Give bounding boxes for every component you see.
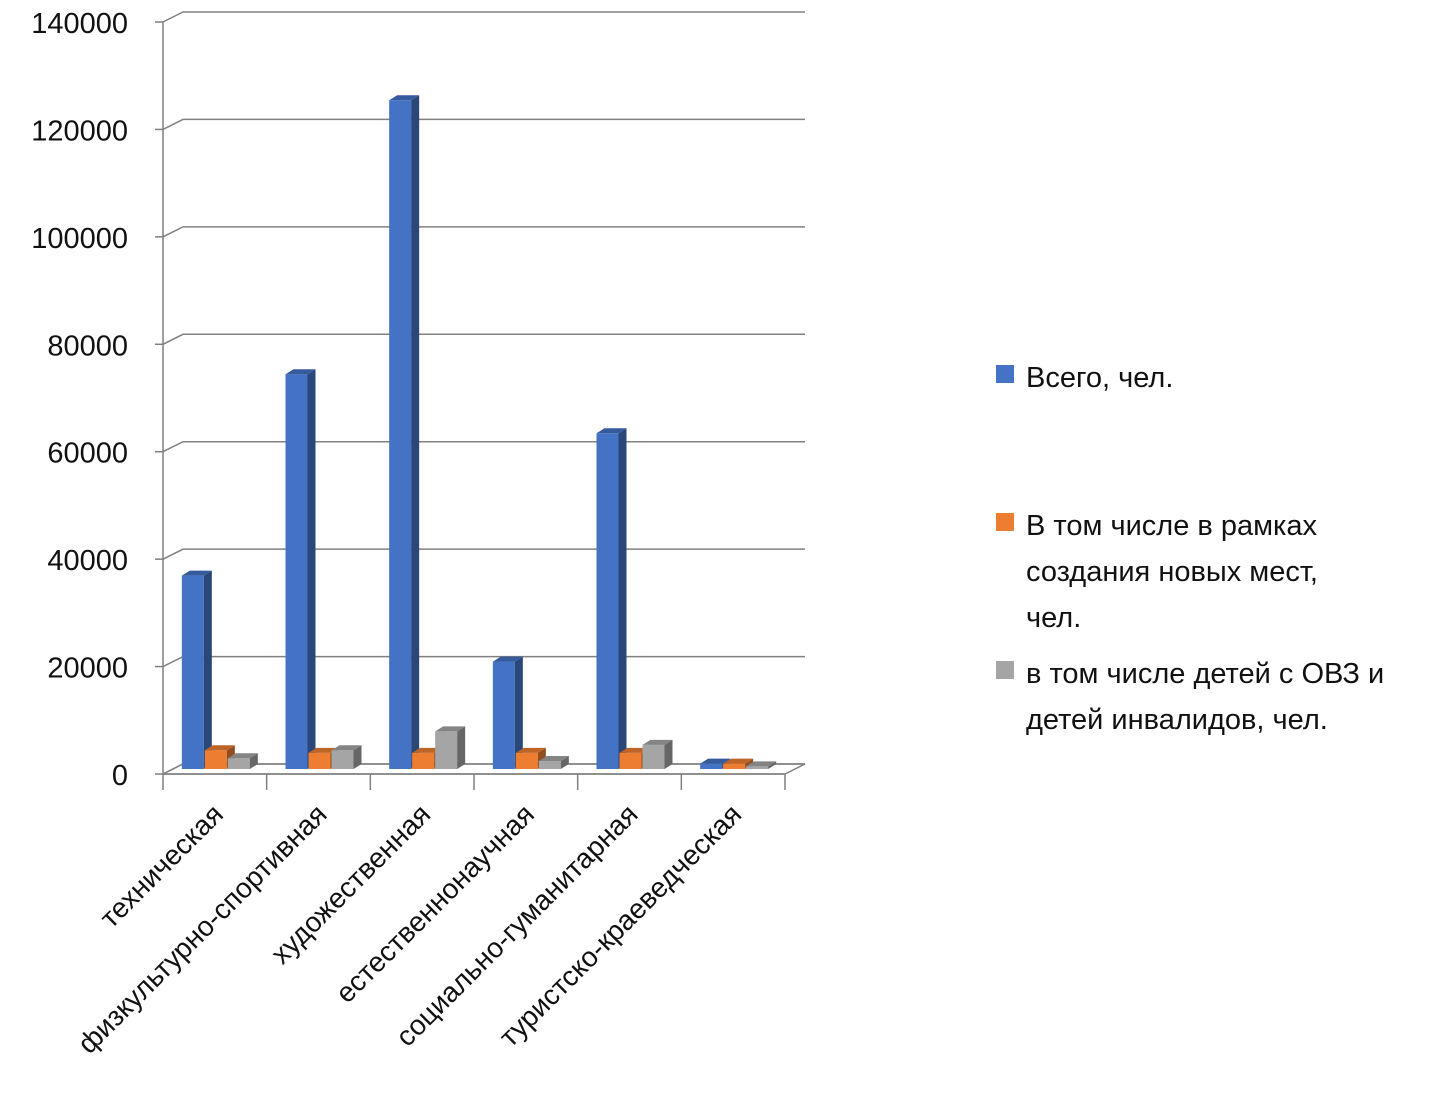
legend-item-total: Всего, чел.	[996, 355, 1426, 401]
bar-front	[308, 752, 331, 769]
bar-1-0	[285, 369, 316, 769]
y-tick-label: 0	[112, 760, 128, 792]
gridline	[162, 11, 805, 23]
gridline	[162, 226, 805, 238]
y-axis-ticks: 0 20000 40000 60000 80000 100000 120000 140000	[31, 8, 163, 792]
bar-front	[389, 100, 412, 769]
bar-front	[619, 752, 642, 769]
bar-top	[515, 747, 546, 753]
bar-2-2	[435, 726, 466, 769]
bar-top	[389, 95, 420, 101]
bar-front	[412, 752, 435, 769]
bar-front	[204, 750, 227, 769]
gridline	[162, 655, 805, 668]
bar-front	[492, 661, 515, 769]
bar-side	[307, 369, 316, 769]
y-tick-label: 60000	[47, 438, 128, 470]
bar-front	[700, 763, 723, 769]
chart-walls	[162, 22, 806, 775]
bar-front	[331, 750, 354, 769]
bar-top	[723, 758, 754, 764]
bar-side	[249, 753, 258, 769]
x-axis-labels: техническаяфизкультурно-спортивнаяхудоже…	[72, 798, 748, 1059]
legend-swatch-disabled	[996, 661, 1014, 679]
bar-top	[227, 753, 258, 759]
bar-side	[514, 656, 523, 769]
legend-label-new-places: В том числе в рамках создания новых мест…	[1026, 510, 1318, 634]
bar-top	[435, 726, 466, 732]
bar-3-0	[492, 656, 523, 769]
bar-top	[412, 747, 443, 753]
bar-1-2	[331, 745, 362, 769]
bar-3-2	[538, 755, 569, 769]
bar-side	[768, 761, 777, 769]
bar-front	[746, 766, 769, 769]
bar-top	[204, 745, 235, 751]
y-tick-label: 40000	[47, 545, 128, 577]
y-tick-label: 80000	[47, 330, 128, 362]
x-axis	[162, 773, 786, 790]
bar-top	[285, 369, 316, 375]
bar-side	[560, 755, 569, 769]
gridline	[162, 440, 805, 453]
bar-0-0	[181, 570, 212, 769]
bar-top	[331, 745, 362, 751]
legend-item-disabled: в том числе детей с ОВЗ и детей инвалидо…	[996, 651, 1429, 743]
x-tick-label: естественнонаучная	[330, 798, 540, 1008]
bar-top	[308, 747, 339, 753]
bar-top	[538, 755, 569, 761]
legend-label-disabled: в том числе детей с ОВЗ и детей инвалидо…	[1026, 658, 1385, 736]
bar-side	[411, 95, 420, 769]
gridlines	[162, 11, 805, 775]
bar-front	[285, 374, 308, 769]
legend-swatch-total	[996, 365, 1014, 383]
bar-top	[700, 758, 731, 764]
gridline	[162, 333, 805, 345]
bar-4-0	[596, 428, 627, 769]
bar-front	[227, 758, 250, 769]
bar-2-0	[389, 95, 420, 769]
bar-top	[492, 656, 523, 662]
gridline	[162, 118, 805, 131]
legend-item-new-places: В том числе в рамках создания новых мест…	[996, 503, 1366, 641]
bar-side	[457, 726, 466, 769]
bar-front	[435, 731, 458, 769]
bar-front	[642, 744, 665, 769]
gridline	[162, 548, 805, 560]
bar-top	[181, 570, 212, 576]
bar-top	[596, 428, 627, 434]
bar-front	[538, 760, 561, 769]
bar-top	[619, 747, 650, 753]
legend-label-total: Всего, чел.	[1026, 362, 1174, 394]
y-tick-label: 140000	[31, 8, 128, 40]
bar-top	[642, 739, 673, 745]
y-tick-label: 100000	[31, 223, 128, 255]
bar-side	[618, 428, 627, 769]
bar-side	[353, 745, 362, 769]
y-tick-label: 20000	[47, 653, 128, 685]
bar-side	[203, 570, 212, 769]
bars	[181, 95, 777, 769]
bar-top	[746, 761, 777, 767]
bar-5-2	[746, 761, 777, 769]
bar-front	[596, 433, 619, 769]
bar-front	[181, 575, 204, 769]
bar-0-2	[227, 753, 258, 769]
y-tick-label: 120000	[31, 115, 128, 147]
legend-swatch-new-places	[996, 513, 1014, 531]
bar-side	[664, 739, 673, 769]
bar-4-2	[642, 739, 673, 769]
bar-front	[723, 763, 746, 769]
bar-front	[515, 752, 538, 769]
